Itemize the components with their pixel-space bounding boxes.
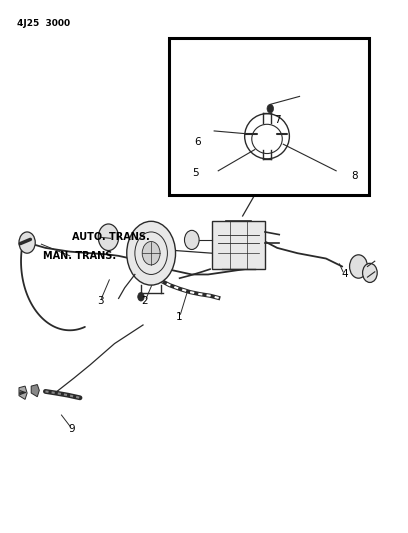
- Circle shape: [98, 224, 119, 251]
- Text: AUTO. TRANS.: AUTO. TRANS.: [72, 232, 150, 243]
- Text: 5: 5: [193, 168, 199, 179]
- Text: 2: 2: [142, 296, 149, 306]
- Text: 3: 3: [97, 296, 104, 306]
- Text: 8: 8: [351, 171, 358, 181]
- Circle shape: [127, 221, 175, 285]
- Circle shape: [267, 104, 273, 113]
- Text: MAN. TRANS.: MAN. TRANS.: [43, 251, 117, 261]
- Circle shape: [142, 241, 160, 265]
- Text: 7: 7: [274, 115, 281, 125]
- Circle shape: [184, 230, 199, 249]
- Text: 4J25  3000: 4J25 3000: [17, 19, 70, 28]
- Circle shape: [363, 263, 377, 282]
- Text: 9: 9: [69, 424, 75, 434]
- Text: 6: 6: [195, 136, 201, 147]
- Text: 1: 1: [176, 312, 183, 322]
- Bar: [212, 221, 265, 269]
- Circle shape: [19, 232, 35, 253]
- Polygon shape: [19, 386, 27, 399]
- Text: 4: 4: [341, 270, 348, 279]
- Circle shape: [138, 293, 144, 301]
- Polygon shape: [31, 384, 39, 397]
- Circle shape: [350, 255, 368, 278]
- Bar: [169, 38, 369, 195]
